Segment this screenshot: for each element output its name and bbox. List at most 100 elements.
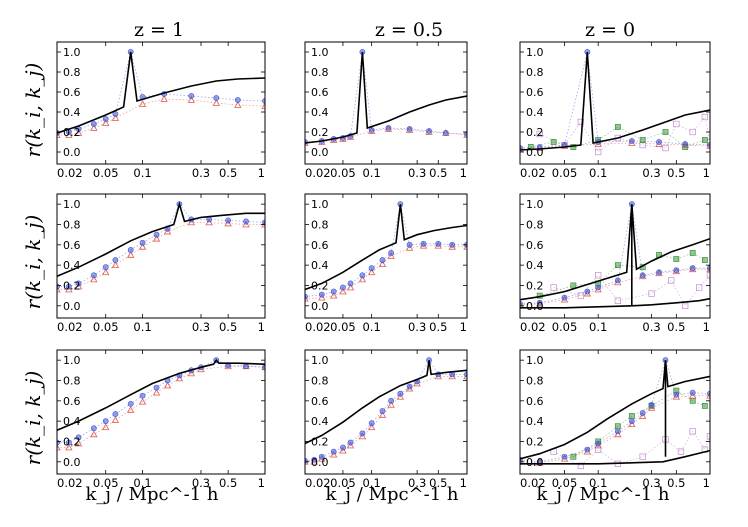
red-point: [163, 381, 172, 389]
y-tick-label: 0.4: [311, 415, 329, 428]
purple-point: [595, 272, 602, 279]
x-tick-label: 0.02: [57, 166, 83, 180]
green-point: [701, 257, 708, 263]
x-tick-label: 0.5: [219, 320, 237, 334]
red-point: [346, 441, 355, 449]
red-point: [405, 243, 414, 251]
red-point: [152, 388, 161, 396]
y-tick-label: 0.0: [311, 146, 329, 159]
green-point: [701, 403, 708, 409]
purple-line: [553, 274, 710, 307]
purple-point: [639, 453, 646, 460]
blue-point: [112, 257, 119, 263]
green-line: [530, 126, 706, 148]
x-tick-label: 0.3: [192, 476, 210, 490]
panel-r1-c1: 0.0 0.2 0.4 0.6 0.8 1.0 0.02 0.05 0.1 0.3 0.5 1: [56, 41, 266, 180]
green-point: [673, 256, 680, 262]
blue-point: [359, 272, 366, 279]
panel-r2-c1: 0.0 0.2 0.4 0.6 0.8 1.0 0.02 0.05 0.1 0.3 0.5 1: [56, 193, 266, 334]
red-line: [57, 222, 265, 290]
blue-point: [188, 93, 195, 99]
blue-point: [127, 247, 134, 253]
purple-point: [550, 284, 557, 291]
panel-frame: [56, 349, 266, 475]
model-line: [305, 51, 467, 144]
column-title-z0: z = 0: [585, 19, 635, 41]
y-tick-label: 0.6: [63, 239, 81, 252]
y-tick-label: 1.0: [63, 46, 81, 59]
green-point: [689, 250, 696, 256]
model-line: [57, 358, 265, 432]
blue-point: [536, 299, 543, 306]
panel-r2-c2: 0.0 0.2 0.4 0.6 0.8 1.0 0.02 0.05 0.1 0.3 0.5 1: [304, 193, 468, 334]
red-point: [74, 129, 83, 136]
red-point: [205, 218, 213, 226]
red-point: [160, 95, 168, 102]
x-tick-label: 1: [258, 166, 265, 180]
green-point: [570, 282, 577, 289]
green-point: [662, 129, 669, 135]
blue-point: [639, 410, 646, 416]
x-tick-label: 0.3: [408, 320, 426, 334]
panel-r3-c3: 0.0 0.2 0.4 0.6 0.8 1.0 0.02 0.05 0.1 0.3 0.5 1: [519, 349, 711, 490]
purple-point: [706, 433, 710, 440]
x-tick-label: 0.3: [642, 320, 660, 334]
red-point: [101, 268, 110, 276]
model-line: [305, 204, 467, 291]
x-tick-label: 0.02: [305, 166, 331, 180]
blue-point: [206, 216, 213, 223]
blue-point: [628, 138, 635, 144]
panel-r1-c3: 0.0 0.2 0.4 0.6 0.8 1.0 0.02 0.05 0.1 0.3 0.5 1: [519, 41, 711, 180]
x-tick-label: 0.5: [429, 166, 447, 180]
model-line: [520, 51, 710, 151]
blue-point: [90, 425, 97, 432]
plot-area: [57, 201, 265, 293]
blue-point: [584, 446, 591, 453]
red-point: [387, 400, 395, 408]
purple-point: [673, 120, 680, 128]
y-tick-label: 0.2: [63, 279, 81, 292]
purple-line: [553, 430, 710, 467]
y-tick-label: 0.2: [311, 435, 329, 448]
red-point: [90, 275, 98, 283]
blue-point: [673, 391, 680, 398]
blue-point: [628, 418, 635, 425]
blue-point: [330, 288, 337, 295]
red-point: [138, 242, 147, 250]
red-point: [688, 391, 697, 399]
model-line-upper: [631, 204, 710, 271]
y-tick-label: 0.8: [311, 374, 329, 387]
blue-line: [57, 203, 265, 287]
blue-point: [648, 401, 655, 408]
red-point: [234, 101, 242, 108]
y-tick-label: 1.0: [311, 354, 329, 367]
x-tick-label: 0.5: [429, 476, 447, 490]
red-line: [57, 98, 265, 136]
blue-point: [102, 418, 109, 425]
red-line: [520, 395, 710, 464]
model-line: [57, 51, 265, 134]
panel-frame: [519, 349, 711, 475]
column-title-z1: z = 1: [134, 19, 184, 41]
purple-point: [614, 297, 622, 304]
red-point: [111, 416, 120, 423]
plot-area: [305, 357, 467, 465]
red-point: [224, 219, 232, 227]
red-point: [163, 227, 172, 235]
blue-point: [213, 95, 220, 101]
y-tick-label: 0.4: [63, 259, 81, 272]
blue-point: [420, 240, 427, 247]
y-tick-label: 0.6: [63, 86, 81, 99]
x-tick-label: 0.05: [330, 320, 356, 334]
blue-point: [584, 288, 591, 295]
purple-line: [539, 116, 710, 153]
green-point: [570, 453, 577, 460]
x-tick-label: 0.1: [589, 476, 607, 490]
red-point: [65, 131, 73, 138]
red-point: [647, 404, 656, 411]
x-tick-label: 0.3: [408, 166, 426, 180]
blue-point: [656, 139, 662, 145]
purple-point: [677, 448, 685, 455]
y-tick-label: 0.8: [63, 374, 81, 387]
red-point: [111, 261, 120, 268]
